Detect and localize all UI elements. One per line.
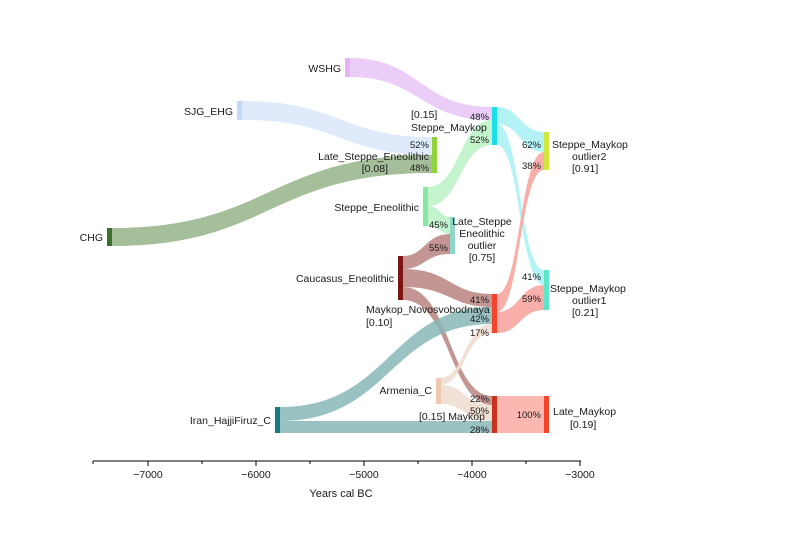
label-armenia-c: Armenia_C xyxy=(379,385,432,397)
flow-armenia-to-maykop-novosvobodnaya xyxy=(440,324,492,385)
axis-major-ticks xyxy=(147,461,581,466)
flow-steppe-eneolithic-to-steppe-maykop xyxy=(428,120,492,206)
node-bar-maykop xyxy=(492,396,497,433)
pct-steppe-maykop-top: 48% xyxy=(470,112,490,123)
node-bar-chg xyxy=(107,228,112,246)
flow-steppe-maykop-to-outlier2 xyxy=(497,107,544,152)
node-bar-late-steppe-eneolithic xyxy=(432,137,437,173)
label-late-maykop-weight: [0.19] xyxy=(570,419,596,431)
label-maykop-novosvobodnaya-name: Maykop_Novosvobodnaya xyxy=(366,304,490,316)
tick-label: −3000 xyxy=(565,469,595,481)
pct-outlier2-top: 62% xyxy=(522,140,542,151)
flow-steppe-eneolithic-to-lse-outlier xyxy=(428,206,450,234)
node-bar-sjg-ehg xyxy=(237,101,242,120)
tick-label: −7000 xyxy=(133,469,163,481)
label-sjg-ehg: SJG_EHG xyxy=(184,106,233,118)
label-wshg: WSHG xyxy=(308,63,341,75)
label-outlier1-name: Steppe_Maykop xyxy=(550,283,626,295)
pct-maykop-top: 22% xyxy=(470,394,490,405)
node-bar-late-maykop xyxy=(544,396,549,433)
pct-late-maykop: 100% xyxy=(517,410,542,421)
pct-outlier1-top: 41% xyxy=(522,272,542,283)
node-labels: WSHG SJG_EHG CHG [0.15] Steppe_Maykop La… xyxy=(80,63,628,431)
node-bar-caucasus-eneolithic xyxy=(398,256,403,300)
node-bar-lse-outlier xyxy=(450,217,455,254)
flow-caucasus-to-lse-outlier xyxy=(403,234,450,269)
label-caucasus-eneolithic: Caucasus_Eneolithic xyxy=(296,273,394,285)
flow-caucasus-to-maykop-novosvobodnaya xyxy=(403,269,492,307)
flow-iran-to-maykop xyxy=(280,421,492,433)
flow-armenia-to-maykop xyxy=(440,385,492,421)
node-bar-maykop-novosvobodnaya xyxy=(492,294,497,333)
label-maykop-novosvobodnaya-weight: [0.10] xyxy=(366,317,392,329)
pct-mn-mid: 42% xyxy=(470,314,490,325)
node-bar-steppe-eneolithic xyxy=(423,187,428,226)
tick-label: −4000 xyxy=(457,469,487,481)
label-lse-outlier-2: Eneolithic xyxy=(459,228,505,240)
pct-lse-outlier-top: 45% xyxy=(429,220,449,231)
node-bar-steppe-maykop-outlier2 xyxy=(544,132,549,170)
pct-lse-outlier-bottom: 55% xyxy=(429,243,449,254)
x-axis: −7000 −6000 −5000 −4000 −3000 Years cal … xyxy=(92,460,595,500)
tick-label: −6000 xyxy=(241,469,271,481)
label-steppe-maykop-weight: [0.15] xyxy=(411,109,437,121)
label-outlier2-suffix: outlier2 xyxy=(572,151,607,163)
pct-lse-bottom: 48% xyxy=(410,163,430,174)
label-chg: CHG xyxy=(80,232,103,244)
label-outlier2-weight: [0.91] xyxy=(572,163,598,175)
axis-title: Years cal BC xyxy=(309,488,372,500)
label-late-steppe-eneolithic-weight: [0.08] xyxy=(362,163,388,175)
label-steppe-eneolithic: Steppe_Eneolithic xyxy=(334,202,419,214)
node-bar-steppe-maykop xyxy=(492,107,497,145)
flow-maykop-to-late-maykop xyxy=(497,396,544,433)
flow-wshg-to-steppe-maykop xyxy=(350,58,492,120)
flow-caucasus-to-maykop xyxy=(403,287,492,405)
label-lse-outlier-3: outlier xyxy=(468,240,497,252)
label-lse-outlier-weight: [0.75] xyxy=(469,252,495,264)
flow-sjg-ehg-to-late-steppe-eneolithic xyxy=(242,101,432,155)
label-outlier2-name: Steppe_Maykop xyxy=(552,139,628,151)
label-maykop: [0.15] Maykop xyxy=(419,411,485,423)
label-late-steppe-eneolithic-name: Late_Steppe_Eneolithic xyxy=(318,151,429,163)
node-bar-iran-hajjifiruz-c xyxy=(275,407,280,433)
label-outlier1-weight: [0.21] xyxy=(572,307,598,319)
node-bars xyxy=(107,58,549,433)
node-bar-wshg xyxy=(345,58,350,77)
pct-mn-top: 41% xyxy=(470,295,490,306)
pct-maykop-bottom: 28% xyxy=(470,425,490,436)
label-steppe-maykop-name: Steppe_Maykop xyxy=(411,122,487,134)
label-iran-hajjifiruz-c: Iran_HajjiFiruz_C xyxy=(190,415,272,427)
label-lse-outlier-1: Late_Steppe xyxy=(452,216,512,228)
node-bar-armenia-c xyxy=(436,378,441,404)
flow-iran-to-maykop-novosvobodnaya xyxy=(280,307,492,421)
flow-chg-to-late-steppe-eneolithic xyxy=(112,155,432,246)
pct-lse-top: 52% xyxy=(410,140,430,151)
pct-outlier1-bottom: 59% xyxy=(522,294,542,305)
percent-labels: 48% 52% 52% 48% 45% 55% 62% 38% 41% 59% … xyxy=(410,112,542,436)
label-late-maykop-name: Late_Maykop xyxy=(553,406,616,418)
tick-label: −5000 xyxy=(349,469,379,481)
node-bar-steppe-maykop-outlier1 xyxy=(544,270,549,310)
pct-maykop-mid: 50% xyxy=(470,406,490,417)
pct-outlier2-bottom: 38% xyxy=(522,161,542,172)
pct-steppe-maykop-bottom: 52% xyxy=(470,135,490,146)
pct-mn-bottom: 17% xyxy=(470,328,490,339)
flow-steppe-maykop-to-outlier1 xyxy=(497,124,544,285)
flow-maykop-novosvobodnaya-to-outlier2 xyxy=(497,152,544,312)
label-outlier1-suffix: outlier1 xyxy=(572,295,607,307)
flow-maykop-novosvobodnaya-to-outlier1 xyxy=(497,285,544,333)
flow-bands xyxy=(112,58,544,433)
axis-minor-ticks xyxy=(92,461,527,464)
